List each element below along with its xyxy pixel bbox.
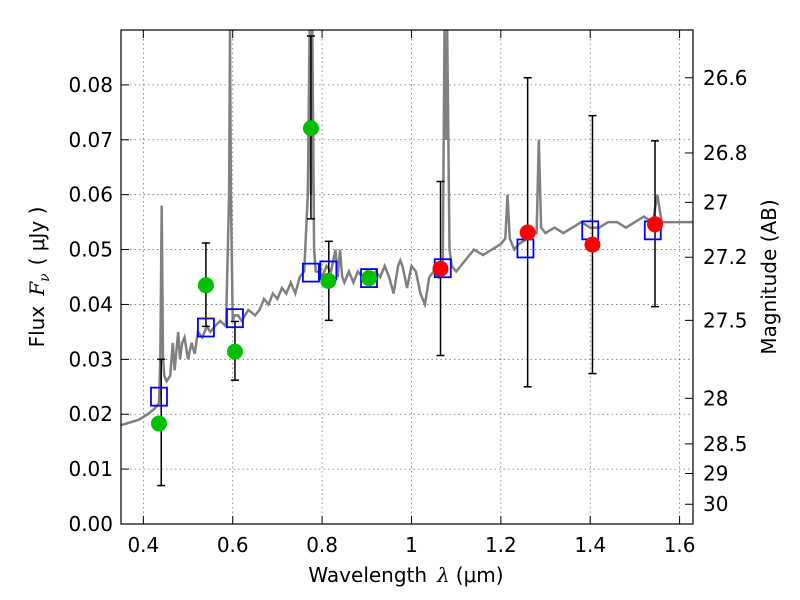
y-tick-label: 0.00 [68, 512, 113, 536]
y-tick-label: 0.08 [68, 73, 113, 97]
observed_optical-point [150, 415, 167, 432]
y-tick-label: 0.04 [68, 292, 113, 316]
y2-tick-label: 29 [703, 462, 728, 486]
plot-frame [120, 29, 694, 525]
y2-tick-label: 27.5 [703, 308, 748, 332]
model-square-marker [197, 317, 215, 338]
observed_optical-point [320, 272, 337, 289]
y2-tick-label: 27 [703, 190, 728, 214]
sed-spectrum-line [121, 30, 693, 427]
y-axis-label: FluxFν( μJy ) [25, 207, 53, 348]
y2-tick-label: 27.2 [703, 245, 748, 269]
y2-tick-label: 28.5 [703, 432, 748, 456]
y-tick-label: 0.03 [68, 347, 113, 371]
y2-tick-label: 26.8 [703, 141, 748, 165]
observed_optical-point [197, 277, 214, 294]
observed_optical-point [361, 270, 378, 287]
y-tick-label: 0.07 [68, 128, 113, 152]
observed_nir-point [519, 224, 536, 241]
x-tick-label: 0.6 [217, 533, 249, 557]
x-tick-label: 1.4 [574, 533, 606, 557]
y-tick-labels: 0.00 0.01 0.02 0.03 0.04 0.05 0.06 0.07 0.08 [68, 73, 113, 536]
observed_optical-point [302, 120, 319, 137]
model-square-marker [302, 262, 320, 283]
y-tick-label: 0.01 [68, 457, 113, 481]
observed_nir-point [584, 236, 601, 253]
x-tick-label: 1 [405, 533, 418, 557]
y2-tick-label: 26.6 [703, 66, 748, 90]
observed_nir-point [432, 260, 449, 277]
plot-content [121, 30, 693, 487]
observed_nir-point [647, 216, 664, 233]
y2-tick-label: 30 [703, 492, 728, 516]
observed_optical-point [226, 343, 243, 360]
x-tick-label: 1.6 [664, 533, 696, 557]
axis-ticks [121, 30, 693, 525]
data-markers [150, 120, 664, 432]
y2-tick-label: 28 [703, 386, 728, 410]
grid-lines [121, 30, 693, 525]
magnitude-tick-labels: 26.6 26.8 27 27.2 27.5 28 28.5 29 30 [703, 66, 748, 516]
y-tick-label: 0.06 [68, 183, 113, 207]
x-tick-label: 0.8 [306, 533, 338, 557]
model-square-marker [150, 386, 168, 407]
x-tick-labels: 0.4 0.6 0.8 1 1.2 1.4 1.6 [127, 533, 695, 557]
y-tick-label: 0.02 [68, 402, 113, 426]
y-tick-label: 0.05 [68, 238, 113, 262]
x-tick-label: 0.4 [127, 533, 159, 557]
x-tick-label: 1.2 [485, 533, 517, 557]
y2-axis-label: Magnitude (AB) [757, 199, 781, 354]
x-axis-label: Wavelength λ (μm) [308, 563, 503, 587]
model-square-marker [226, 308, 244, 329]
